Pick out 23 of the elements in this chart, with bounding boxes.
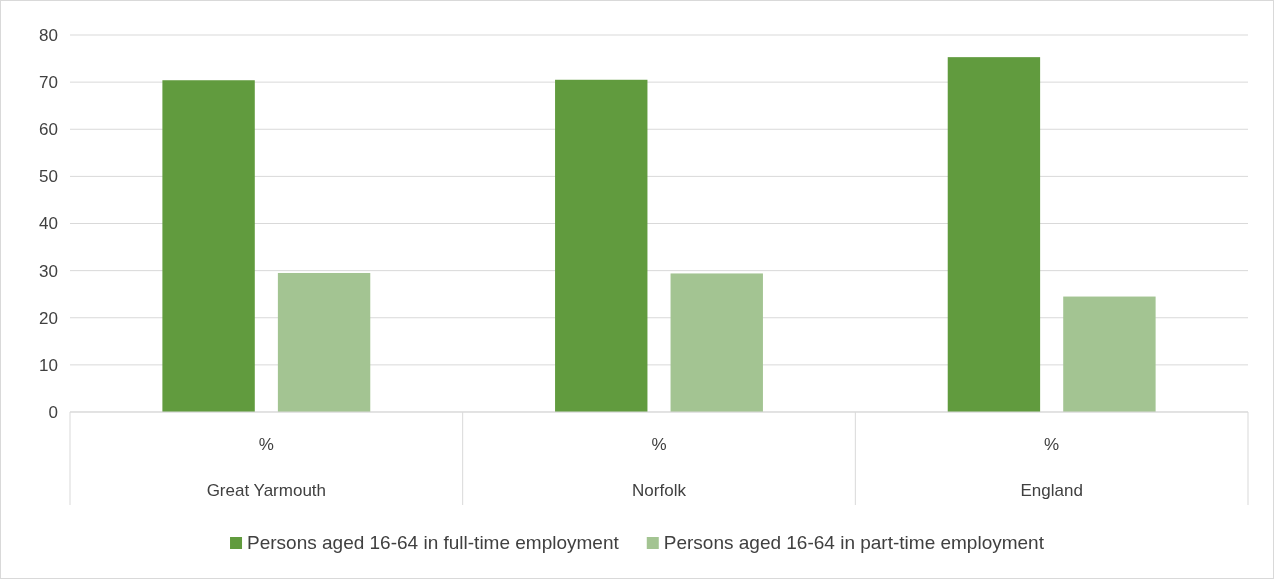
y-tick-label: 10	[39, 355, 58, 375]
text: %	[258, 435, 274, 454]
legend-label: Persons aged 16-64 in part-time employment	[663, 532, 1045, 553]
x-tick-label: Great Yarmouth	[206, 481, 327, 500]
y-tick-label: 80	[39, 25, 58, 45]
x-tick-label: Norfolk	[632, 481, 687, 500]
text: %	[651, 435, 667, 454]
bar	[1063, 296, 1156, 412]
y-tick-label: 50	[39, 167, 58, 187]
bar	[670, 273, 763, 412]
legend-label: Persons aged 16-64 in full-time employment	[247, 532, 620, 553]
y-tick-label: 40	[39, 214, 58, 234]
bar	[162, 80, 255, 412]
y-tick-label: 30	[39, 261, 58, 281]
bar	[277, 272, 371, 412]
y-tick-label: 70	[39, 73, 58, 93]
x-tick-label: England	[1020, 481, 1083, 500]
bar	[947, 57, 1041, 412]
y-tick-label: 20	[39, 308, 58, 328]
bar	[555, 79, 648, 412]
y-tick-label: 0	[48, 402, 58, 422]
y-tick-label: 60	[39, 120, 58, 140]
text: %	[1044, 435, 1060, 454]
